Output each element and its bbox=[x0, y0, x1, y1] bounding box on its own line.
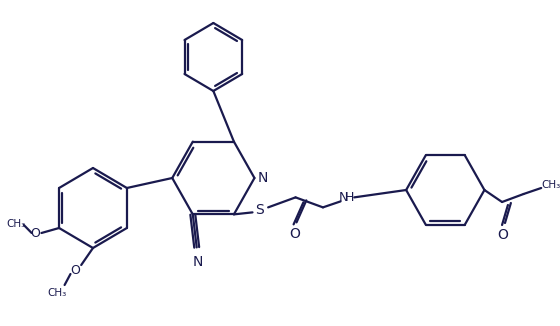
Text: S: S bbox=[255, 203, 264, 217]
Text: N: N bbox=[193, 255, 203, 269]
Text: CH₃: CH₃ bbox=[47, 288, 67, 298]
Text: O: O bbox=[289, 227, 300, 241]
Text: O: O bbox=[31, 227, 40, 240]
Text: N: N bbox=[258, 171, 268, 185]
Text: O: O bbox=[71, 263, 80, 276]
Text: H: H bbox=[345, 191, 354, 204]
Text: N: N bbox=[339, 191, 348, 204]
Text: O: O bbox=[498, 228, 508, 242]
Text: CH₃: CH₃ bbox=[6, 219, 26, 229]
Text: CH₃: CH₃ bbox=[542, 180, 560, 190]
